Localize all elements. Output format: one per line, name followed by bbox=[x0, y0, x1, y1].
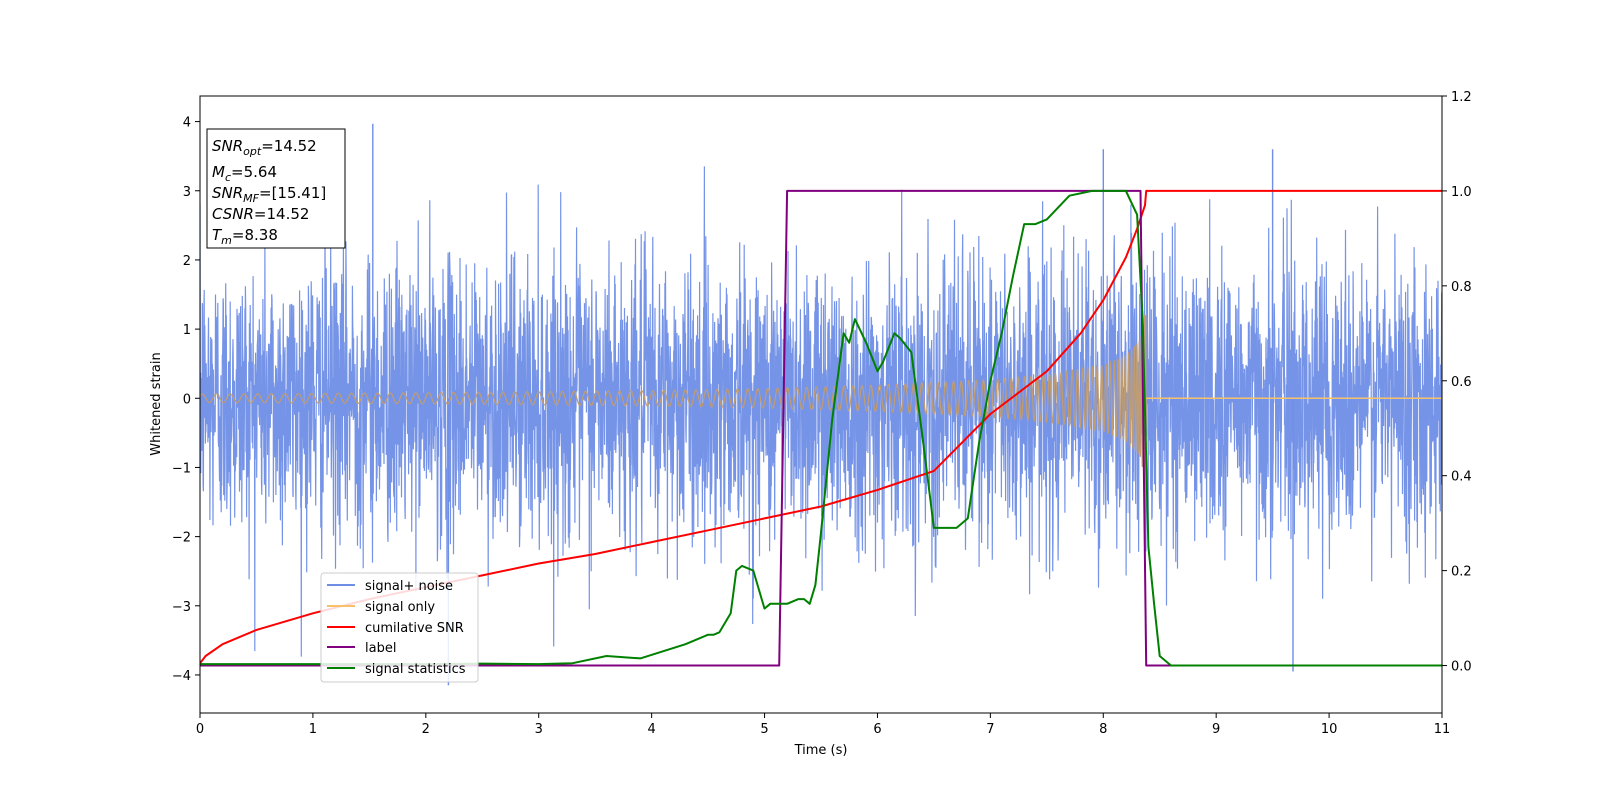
y-right-tick-label: 0.0 bbox=[1451, 660, 1472, 675]
series-signal-statistics bbox=[200, 189, 1442, 667]
y-right-tick-label: 1.0 bbox=[1451, 185, 1472, 200]
info-snr-opt: SNRopt=14.52 bbox=[212, 137, 317, 158]
y-left-tick-label: 4 bbox=[183, 116, 191, 131]
legend: signal+ noise signal only cumilative SNR… bbox=[320, 572, 479, 683]
plot-frame bbox=[199, 95, 1443, 714]
y-left-tick-label: −4 bbox=[172, 669, 191, 684]
x-tick-label: 4 bbox=[647, 722, 655, 737]
legend-label-cumilative-snr: cumilative SNR bbox=[365, 621, 464, 636]
x-tick-label: 6 bbox=[873, 722, 881, 737]
y-right-tick-label: 0.6 bbox=[1451, 375, 1472, 390]
info-tm: Tm=8.38 bbox=[212, 226, 278, 247]
y-left-axis-ticks: 4 3 2 1 0 −1 −2 −3 −4 bbox=[172, 116, 200, 684]
y-right-tick-label: 0.8 bbox=[1451, 280, 1472, 295]
x-tick-label: 11 bbox=[1434, 722, 1451, 737]
y-right-tick-label: 0.4 bbox=[1451, 470, 1472, 485]
y-left-tick-label: 0 bbox=[183, 392, 191, 407]
x-axis-label: Time (s) bbox=[794, 743, 848, 758]
info-mc: Mc=5.64 bbox=[212, 163, 277, 184]
x-tick-label: 7 bbox=[986, 722, 994, 737]
y-right-tick-label: 1.2 bbox=[1451, 90, 1472, 105]
legend-label-label: label bbox=[365, 641, 396, 656]
series-signal-only bbox=[200, 314, 1442, 490]
series-cumilative-snr bbox=[200, 189, 1442, 664]
signal-statistics-line bbox=[200, 189, 1442, 667]
y-left-tick-label: −3 bbox=[172, 600, 191, 615]
x-tick-label: 1 bbox=[309, 722, 317, 737]
signal-noise-spikes bbox=[372, 123, 1294, 686]
info-csnr: CSNR=14.52 bbox=[212, 205, 309, 223]
x-tick-label: 2 bbox=[422, 722, 430, 737]
x-tick-label: 9 bbox=[1212, 722, 1220, 737]
signal-only-line bbox=[200, 314, 1147, 490]
x-tick-label: 10 bbox=[1321, 722, 1338, 737]
x-tick-label: 0 bbox=[196, 722, 204, 737]
legend-label-signal-only: signal only bbox=[365, 600, 435, 615]
x-tick-label: 3 bbox=[535, 722, 543, 737]
y-left-tick-label: 3 bbox=[183, 185, 191, 200]
y-left-tick-label: −1 bbox=[172, 461, 191, 476]
cumilative-snr-line bbox=[200, 189, 1442, 664]
legend-label-signal-statistics: signal statistics bbox=[365, 662, 466, 677]
info-box-frame bbox=[206, 128, 346, 249]
y-right-tick-label: 0.2 bbox=[1451, 565, 1472, 580]
y-left-tick-label: 2 bbox=[183, 254, 191, 269]
legend-label-signal-noise: signal+ noise bbox=[365, 579, 453, 594]
y-right-axis-ticks: 1.2 1.0 0.8 0.6 0.4 0.2 0.0 bbox=[1442, 90, 1472, 675]
x-tick-label: 8 bbox=[1099, 722, 1107, 737]
x-tick-label: 5 bbox=[760, 722, 768, 737]
y-left-tick-label: −2 bbox=[172, 531, 191, 546]
x-axis-ticks: 0 1 2 3 4 5 6 7 8 9 10 11 bbox=[196, 713, 1450, 737]
y-left-tick-label: 1 bbox=[183, 323, 191, 338]
info-box: SNRopt=14.52 Mc=5.64 SNRMF=[15.41] CSNR=… bbox=[206, 128, 346, 249]
legend-frame bbox=[320, 572, 479, 683]
y-left-axis-label: Whitened strain bbox=[149, 352, 164, 455]
info-snr-mf: SNRMF=[15.41] bbox=[212, 184, 326, 205]
